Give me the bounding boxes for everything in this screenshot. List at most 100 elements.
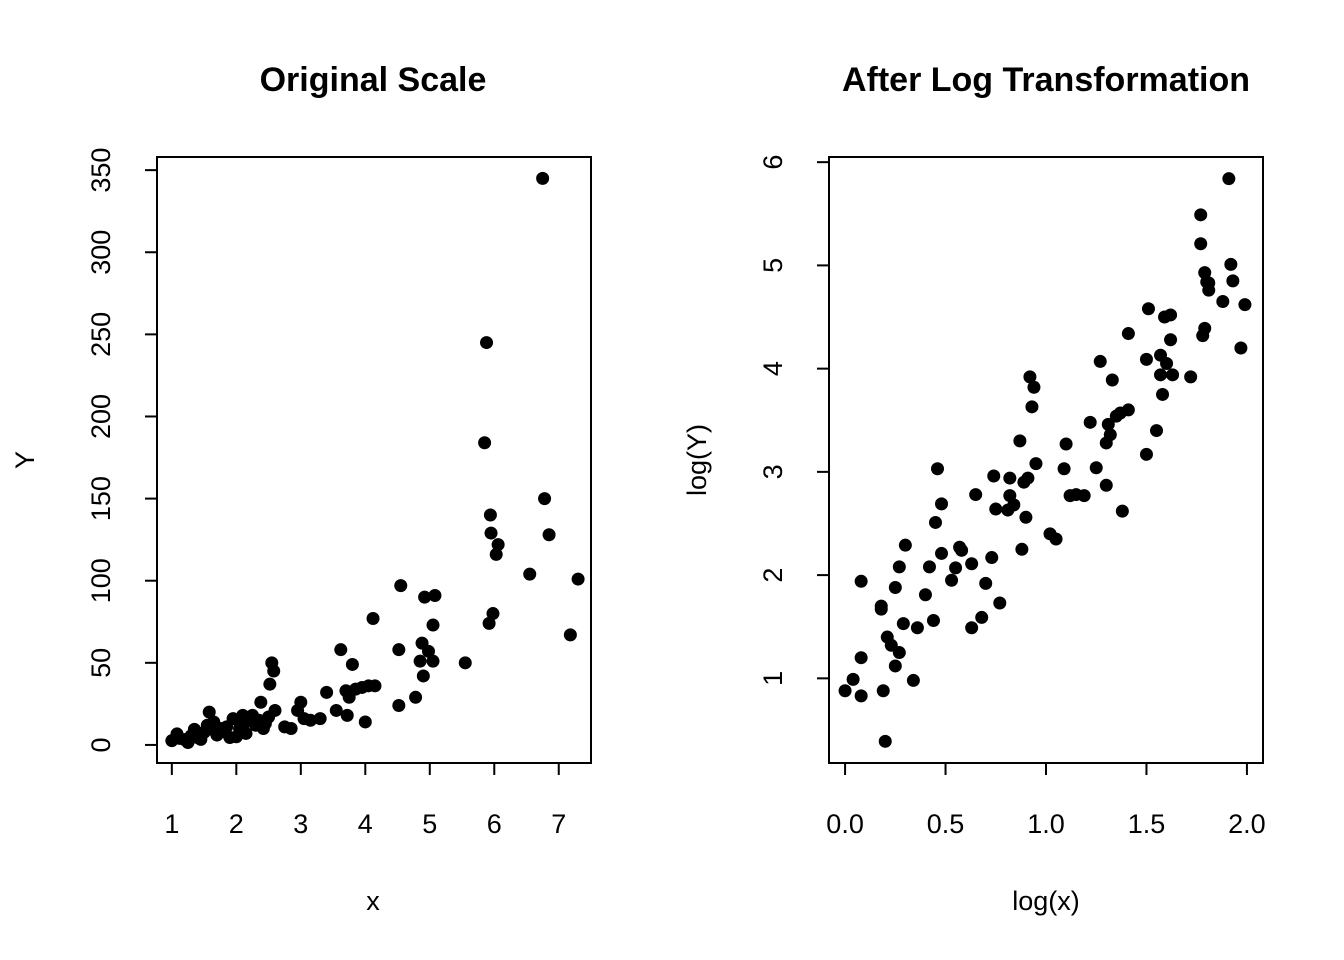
data-point: [1234, 341, 1248, 355]
data-point: [965, 621, 979, 635]
data-point: [1222, 172, 1236, 186]
data-point: [1198, 321, 1212, 335]
data-point: [563, 628, 577, 642]
data-point: [1115, 504, 1129, 518]
chart-title: After Log Transformation: [842, 61, 1250, 99]
data-point: [345, 657, 359, 671]
data-point: [458, 656, 472, 670]
data-point: [1049, 532, 1063, 546]
data-point: [1121, 403, 1135, 417]
data-point: [1023, 370, 1037, 384]
x-tick-label: 1.0: [1027, 809, 1065, 839]
x-axis-label: log(x): [1012, 886, 1080, 916]
data-point: [1101, 417, 1115, 431]
y-axis-label: log(Y): [682, 424, 712, 496]
data-point: [935, 546, 949, 560]
data-point: [896, 617, 910, 631]
data-point: [491, 538, 505, 552]
data-point: [922, 560, 936, 574]
y-tick-label: 300: [86, 230, 116, 275]
data-point: [202, 705, 216, 719]
data-point: [979, 576, 993, 590]
data-point: [1141, 302, 1155, 316]
data-point: [1003, 471, 1017, 485]
data-point: [1013, 434, 1027, 448]
data-point: [268, 703, 282, 717]
y-tick-label: 4: [758, 361, 788, 376]
data-point: [931, 462, 944, 476]
data-point: [892, 646, 906, 660]
data-point: [854, 689, 868, 703]
data-point: [945, 573, 959, 587]
data-point: [876, 684, 890, 698]
y-tick-label: 250: [86, 312, 116, 357]
y-axis: 1 2 3 4 5 6: [758, 155, 830, 686]
data-point: [416, 669, 430, 683]
data-point: [854, 574, 868, 588]
data-point: [409, 690, 423, 704]
data-point: [1121, 327, 1135, 341]
data-point: [1007, 498, 1021, 512]
data-point: [874, 599, 888, 613]
data-point: [1194, 237, 1208, 251]
data-point: [1103, 428, 1117, 442]
data-point: [1154, 368, 1168, 382]
data-point: [480, 336, 494, 350]
data-point: [571, 572, 585, 586]
data-point: [320, 685, 334, 699]
data-point: [1166, 368, 1180, 382]
data-point: [918, 588, 932, 602]
data-point: [484, 526, 498, 540]
data-point: [334, 643, 348, 657]
y-tick-label: 3: [758, 464, 788, 479]
data-point: [413, 654, 427, 668]
data-point: [1099, 478, 1113, 492]
data-point: [888, 580, 902, 594]
data-point: [1059, 437, 1073, 451]
x-tick-label: 5: [422, 809, 437, 839]
data-point: [898, 538, 912, 552]
data-point: [965, 557, 979, 571]
data-point: [303, 713, 317, 727]
data-point: [1083, 415, 1097, 429]
data-points: [838, 172, 1252, 748]
data-point: [478, 436, 492, 450]
data-point: [888, 659, 902, 673]
y-tick-label: 6: [758, 155, 788, 170]
data-point: [1156, 387, 1170, 401]
data-point: [1184, 370, 1198, 384]
data-point: [949, 561, 963, 575]
data-point: [426, 654, 440, 668]
data-point: [267, 664, 281, 678]
data-point: [421, 644, 435, 658]
x-axis-label: x: [366, 886, 380, 916]
data-point: [1216, 295, 1230, 309]
data-point: [263, 677, 277, 691]
data-point: [1164, 333, 1178, 347]
x-tick-label: 0.5: [927, 809, 965, 839]
data-point: [482, 616, 496, 630]
data-point: [394, 579, 408, 593]
x-tick-label: 1: [164, 809, 179, 839]
data-point: [1194, 208, 1208, 222]
data-point: [1057, 462, 1071, 476]
x-tick-label: 6: [487, 809, 502, 839]
y-tick-label: 50: [86, 648, 116, 678]
x-tick-label: 2: [229, 809, 244, 839]
data-point: [284, 722, 298, 736]
data-point: [1160, 356, 1174, 370]
data-point: [926, 614, 940, 628]
data-point: [486, 607, 500, 621]
data-point: [975, 610, 989, 624]
data-point: [906, 673, 920, 687]
data-point: [392, 699, 406, 713]
data-point: [1093, 354, 1107, 368]
y-tick-label: 150: [86, 476, 116, 521]
data-point: [366, 611, 380, 625]
y-tick-label: 1: [758, 671, 788, 686]
y-tick-label: 100: [86, 558, 116, 603]
data-point: [878, 734, 892, 748]
data-point: [294, 695, 308, 709]
data-point: [313, 712, 327, 726]
